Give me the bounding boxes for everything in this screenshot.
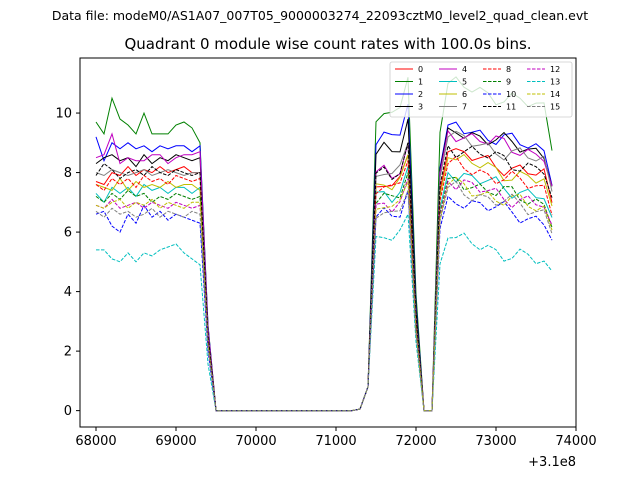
series-line-5 (95, 166, 553, 412)
legend-label-15: 15 (550, 103, 560, 112)
x-tick-label: 69000 (155, 434, 196, 449)
x-tick-label: 73000 (475, 434, 516, 449)
x-tick-label: 71000 (315, 434, 356, 449)
series-line-14 (95, 176, 553, 412)
x-offset-label: +3.1e8 (528, 455, 576, 470)
legend-label-8: 8 (506, 65, 511, 74)
legend-label-13: 13 (550, 78, 560, 87)
x-tick-label: 70000 (235, 434, 276, 449)
x-axis: 68000 69000 70000 71000 72000 73000 74000 (75, 427, 597, 449)
series-line-6 (95, 153, 553, 412)
legend-label-11: 11 (506, 103, 516, 112)
y-tick-label: 10 (55, 107, 72, 122)
legend-label-2: 2 (418, 90, 423, 99)
y-tick-label: 2 (64, 345, 72, 360)
series-line-15 (95, 180, 553, 412)
plot-frame (79, 57, 577, 428)
y-tick-label: 0 (64, 404, 72, 419)
series-line-9 (95, 172, 553, 412)
y-tick-label: 4 (64, 285, 72, 300)
series-line-1 (95, 76, 553, 412)
y-tick-label: 8 (64, 166, 72, 181)
series-line-10 (95, 190, 553, 412)
x-tick-label: 68000 (75, 434, 116, 449)
chart-suptitle: Data file: modeM0/AS1A07_007T05_90000032… (52, 8, 588, 23)
legend-label-10: 10 (506, 90, 516, 99)
y-tick-label: 6 (64, 226, 72, 241)
legend-box (389, 61, 573, 118)
legend-label-6: 6 (462, 90, 467, 99)
series-line-12 (95, 178, 553, 412)
chart-title: Quadrant 0 module wise count rates with … (124, 35, 531, 53)
legend-label-9: 9 (506, 78, 511, 87)
series-line-13 (96, 212, 553, 412)
x-tick-label: 74000 (555, 434, 596, 449)
plot-lines (95, 76, 553, 412)
series-line-8 (95, 155, 553, 412)
series-line-7 (95, 130, 553, 412)
legend-label-3: 3 (418, 103, 423, 112)
legend-label-4: 4 (462, 65, 467, 74)
series-line-11 (95, 142, 553, 412)
series-line-4 (95, 129, 553, 412)
legend-label-1: 1 (418, 78, 423, 87)
x-tick-label: 72000 (395, 434, 436, 449)
legend-label-7: 7 (462, 103, 467, 112)
series-line-2 (95, 103, 553, 412)
legend-label-12: 12 (550, 65, 560, 74)
legend-label-5: 5 (462, 78, 467, 87)
legend-label-14: 14 (550, 90, 560, 99)
y-axis: 0 2 4 6 8 10 (55, 107, 80, 419)
series-line-3 (95, 118, 553, 412)
legend-label-0: 0 (418, 65, 423, 74)
